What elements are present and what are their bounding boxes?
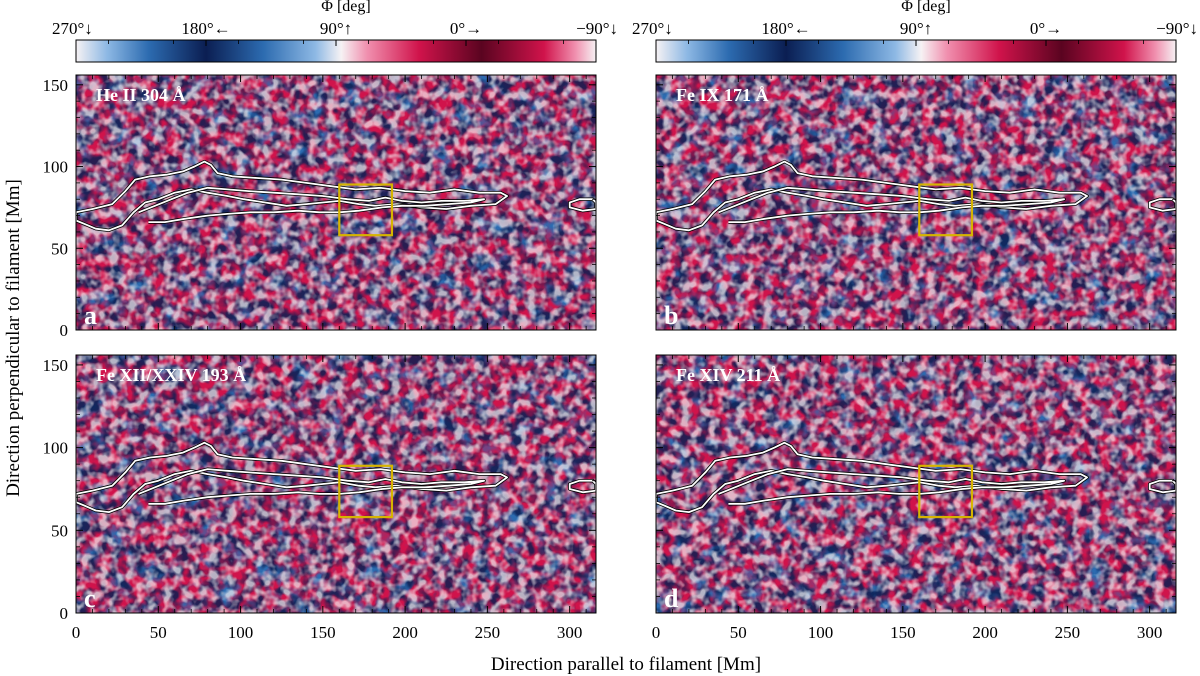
x-tick-label: 250 [475,623,501,642]
panel-c: Fe XII/XXIV 193 Å c0 50 100 150 200 250 300 0 50 1… [43,354,597,642]
plot-frame [655,354,1177,614]
y-tick-label: 150 [43,76,69,95]
filament-contour [76,441,508,513]
y-tick-label: 100 [43,158,69,177]
colorbar: Φ [deg] 270°↓ 180°← 90°↑ 0°→ −90°↓ [632,0,1198,63]
panel-label: Fe IX 171 Å [676,85,769,105]
plot-frame [75,74,597,331]
x-tick-label: 300 [557,623,583,642]
colorbar: Φ [deg] 270°↓ 180°← 90°↑ 0°→ −90°↓ [52,0,618,63]
heatmap-image [76,355,596,613]
plot-frame [655,74,1177,331]
filament-contour [568,479,596,494]
colorbar-title: Φ [deg] [321,0,370,15]
colorbar-tick-label: 270°↓ [52,19,93,38]
y-tick-label: 50 [51,239,68,258]
filament-contour [718,186,1065,223]
heatmap-image [656,75,1176,330]
colorbar-tick-label: −90°↓ [1156,19,1198,38]
x-tick-label: 50 [730,623,747,642]
panel-b: Fe IX 171 Å b [655,74,1177,331]
y-axis-title: Direction perpendicular to filament [Mm] [3,179,24,497]
x-tick-label: 100 [228,623,254,642]
y-tick-label: 0 [60,321,69,340]
filament-contour [568,198,596,212]
filament-contour [138,186,485,223]
y-tick-label: 150 [43,356,69,375]
x-tick-label: 0 [72,623,81,642]
highlight-box [918,183,974,237]
panel-letter: d [664,584,679,613]
panel-letter: c [84,584,96,613]
x-tick-label: 150 [310,623,336,642]
panel-d: Fe XIV 211 Å d0 50 100 150 200 250 300 [652,354,1177,642]
filament-contour [656,160,1088,232]
filament-contour [138,468,485,505]
heatmap-image [76,75,596,330]
highlight-box [338,183,394,237]
y-tick-label: 0 [60,604,69,623]
highlight-box [338,464,394,519]
colorbar-tick-label: 90°↑ [900,19,932,38]
colorbar-tick-label: −90°↓ [576,19,618,38]
colorbar-tick-label: 90°↑ [320,19,352,38]
x-tick-label: 50 [150,623,167,642]
panel-label: He II 304 Å [96,85,186,105]
y-tick-label: 50 [51,521,68,540]
filament-contour [1148,198,1176,212]
panel-letter: b [664,301,678,330]
y-tick-label: 100 [43,439,69,458]
heatmap-image [656,355,1176,613]
colorbar-tick-label: 270°↓ [632,19,673,38]
plot-frame [75,354,597,614]
x-tick-label: 250 [1055,623,1081,642]
x-axis-title: Direction parallel to filament [Mm] [491,654,761,675]
filament-contour [1148,479,1176,494]
panel-a: He II 304 Å a0 50 100 150 [43,74,597,340]
x-tick-label: 100 [808,623,834,642]
colorbar-tick-label: 180°← [181,19,230,38]
colorbar-tick-label: 0°→ [450,19,482,38]
colorbars: Φ [deg] 270°↓ 180°← 90°↑ 0°→ −90°↓ Φ [deg] 270°… [52,0,1198,63]
colorbar-title: Φ [deg] [901,0,950,15]
x-tick-label: 150 [890,623,916,642]
filament-contour [76,160,508,232]
x-tick-label: 0 [652,623,661,642]
x-tick-label: 300 [1137,623,1163,642]
x-tick-label: 200 [972,623,998,642]
panel-label: Fe XII/XXIV 193 Å [96,365,246,385]
panel-letter: a [84,301,97,330]
x-tick-label: 200 [392,623,418,642]
panel-label: Fe XIV 211 Å [676,365,780,385]
colorbar-tick-label: 0°→ [1030,19,1062,38]
highlight-box [918,464,974,519]
colorbar-tick-label: 180°← [761,19,810,38]
filament-contour [718,468,1065,505]
filament-contour [656,441,1088,513]
